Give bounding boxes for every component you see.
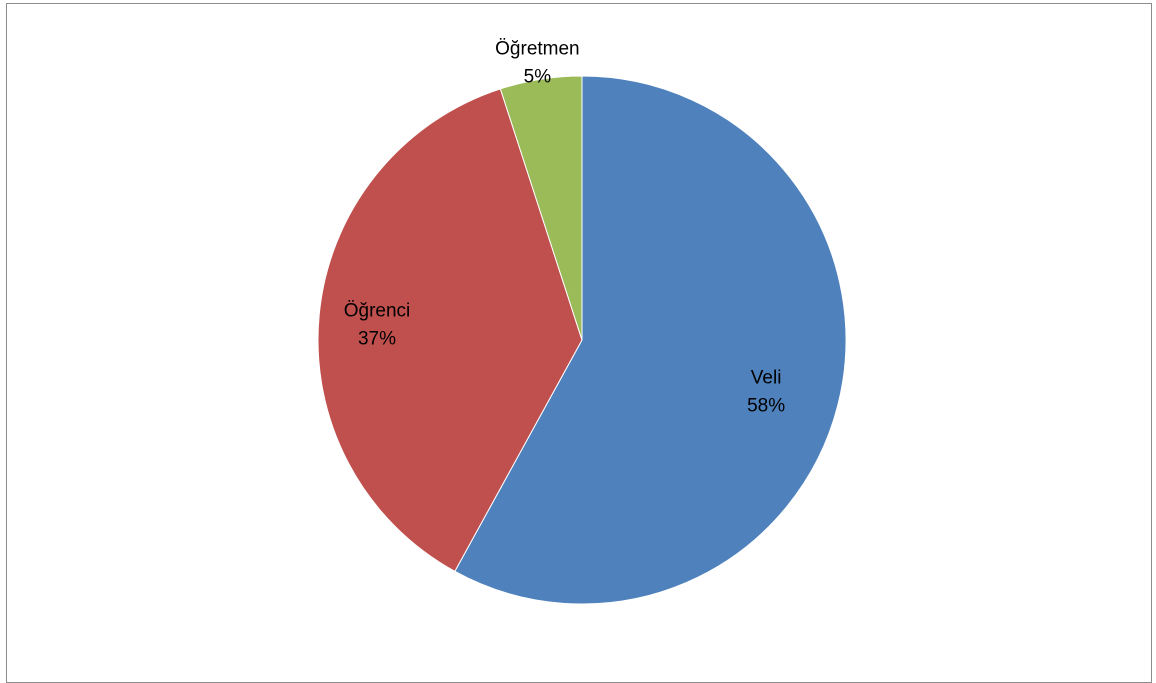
pie-slice-3: [499, 75, 583, 341]
slice-category-label: Veli: [751, 367, 782, 388]
slice-value-label: 5%: [524, 66, 552, 87]
pie-slice-2: [317, 88, 583, 573]
pie-labels: Veli 58% Öğrenci 37% Öğretmen 5%: [344, 38, 785, 416]
slice-value-label: 37%: [358, 329, 396, 350]
slice-category-label: Öğretmen: [495, 38, 579, 59]
pie-slices: [317, 75, 847, 605]
slice-value-label: 58%: [747, 395, 785, 416]
pie-slice-1: [454, 75, 847, 605]
slice-category-label: Öğrenci: [344, 301, 411, 322]
